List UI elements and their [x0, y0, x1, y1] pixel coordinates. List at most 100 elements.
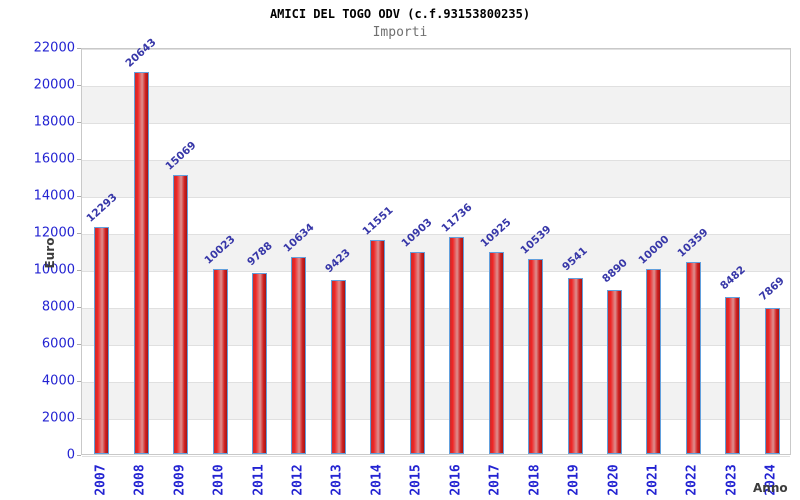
bar-value-label: 10634	[281, 221, 317, 255]
gridline	[82, 344, 790, 346]
bar-value-label: 10023	[202, 232, 238, 267]
y-tick-label: 20000	[33, 77, 75, 93]
x-tick-label: 2020	[606, 464, 621, 496]
y-tick-label: 12000	[33, 225, 75, 241]
bar-2012	[291, 257, 307, 454]
x-tick-label: 2016	[448, 464, 464, 496]
bar-value-label: 8482	[717, 263, 748, 293]
bar-2022	[685, 262, 701, 454]
y-tick-mark	[77, 270, 81, 271]
y-tick-mark	[77, 455, 81, 456]
x-tick-label: 2014	[369, 464, 385, 496]
bar-value-label: 9423	[323, 246, 354, 275]
plot-band	[82, 86, 790, 123]
y-tick-label: 6000	[41, 336, 75, 352]
y-axis-title: Euro	[43, 237, 57, 269]
gridline	[82, 270, 790, 272]
plot-band	[82, 382, 790, 419]
y-tick-label: 0	[66, 447, 75, 463]
plot-band	[82, 345, 790, 382]
bar-value-label: 9541	[560, 244, 590, 273]
bar-2017	[488, 251, 504, 454]
gridline	[82, 381, 790, 383]
bar-value-label: 7869	[757, 275, 788, 304]
y-tick-mark	[77, 196, 81, 197]
bar-2009	[173, 175, 189, 454]
x-tick-label: 2021	[645, 464, 661, 496]
x-tick-label: 2011	[251, 464, 266, 496]
bar-value-label: 20643	[123, 36, 159, 70]
chart-subtitle: Importi	[372, 25, 428, 40]
bar-2024	[764, 308, 780, 454]
y-tick-label: 14000	[33, 188, 75, 204]
bar-2019	[567, 277, 583, 454]
y-tick-mark	[77, 48, 81, 49]
bar-2014	[370, 240, 386, 454]
gridline	[82, 85, 790, 87]
x-tick-label: 2012	[290, 464, 306, 496]
bar-value-label: 9788	[244, 239, 275, 269]
x-tick-label: 2015	[408, 464, 424, 496]
x-tick-label: 2023	[724, 464, 740, 496]
bar-value-label: 8890	[599, 256, 630, 285]
plot-band	[82, 197, 790, 234]
y-tick-label: 8000	[41, 299, 75, 315]
x-tick-label: 2010	[211, 464, 227, 496]
gridline	[82, 48, 790, 50]
bar-value-label: 10539	[518, 223, 554, 257]
bar-value-label: 11736	[439, 201, 475, 235]
y-tick-mark	[77, 159, 81, 160]
x-tick-label: 2019	[566, 464, 582, 496]
y-tick-mark	[77, 233, 81, 234]
gridline	[82, 159, 790, 161]
bar-value-label: 12293	[84, 190, 120, 225]
bar-2008	[133, 72, 149, 454]
x-axis-title: Anno	[753, 481, 788, 495]
plot-band	[82, 308, 790, 345]
y-tick-label: 18000	[33, 114, 75, 130]
plot-band	[82, 419, 790, 456]
gridline	[82, 418, 790, 420]
x-tick-label: 2008	[132, 464, 148, 496]
y-tick-label: 10000	[33, 262, 75, 278]
y-tick-mark	[77, 122, 81, 123]
bar-value-label: 10925	[478, 216, 514, 250]
x-tick-label: 2013	[329, 464, 345, 496]
y-tick-mark	[77, 344, 81, 345]
chart-title: AMICI DEL TOGO ODV (c.f.93153800235)	[269, 7, 531, 21]
y-tick-mark	[77, 418, 81, 419]
bar-2007	[94, 226, 110, 454]
y-tick-mark	[77, 307, 81, 308]
x-tick-label: 2009	[172, 464, 188, 496]
gridline	[82, 307, 790, 309]
y-tick-mark	[77, 381, 81, 382]
y-tick-label: 22000	[33, 40, 75, 56]
bar-2018	[528, 259, 544, 454]
x-tick-label: 2007	[93, 464, 109, 496]
plot-area: 12293 20643 15069 10023 9788 10634 9423 11551 10…	[81, 36, 791, 457]
plot-band	[82, 49, 790, 86]
x-tick-label: 2022	[684, 464, 700, 496]
gridline	[82, 122, 790, 124]
y-tick-label: 4000	[41, 373, 75, 389]
bar-value-label: 11551	[360, 204, 396, 238]
bar-2013	[330, 279, 346, 454]
plot-band	[82, 160, 790, 197]
y-tick-label: 16000	[33, 151, 75, 167]
bar-2011	[252, 272, 267, 454]
bar-2021	[646, 269, 662, 454]
bar-2016	[449, 236, 465, 454]
bar-2015	[409, 252, 425, 454]
bar-value-label: 10903	[399, 216, 435, 250]
y-tick-mark	[77, 85, 81, 86]
bar-2010	[212, 268, 228, 454]
x-tick-label: 2018	[527, 464, 543, 496]
plot-band	[82, 271, 790, 308]
bar-value-label: 10000	[636, 233, 672, 267]
gridline	[82, 196, 790, 198]
bar-2020	[607, 289, 622, 454]
gridline	[82, 233, 790, 235]
bar-value-label: 15069	[163, 139, 199, 173]
gridline	[82, 455, 790, 457]
